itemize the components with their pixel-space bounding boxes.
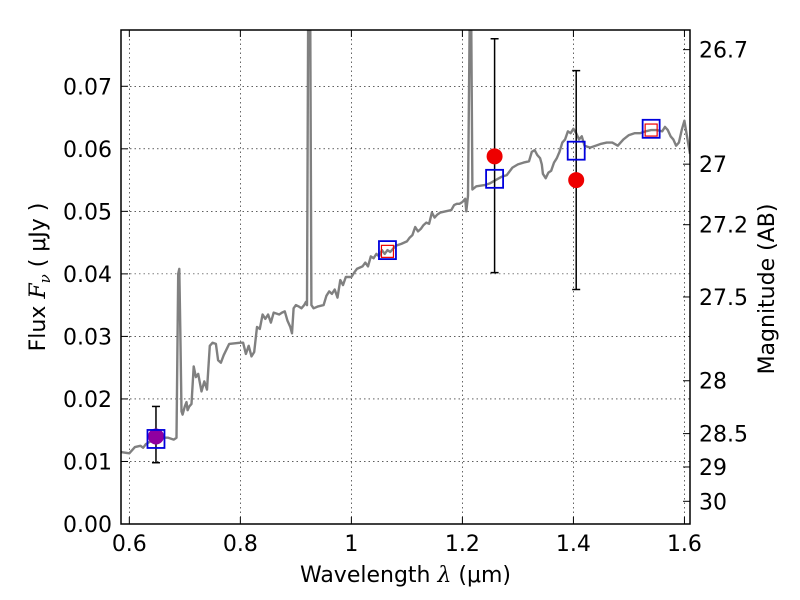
y-tick-label: 0.02 bbox=[63, 388, 112, 413]
model-band-marker-inner bbox=[644, 123, 658, 137]
y-tick-label: 0.04 bbox=[63, 263, 112, 288]
axis-labels: 0.6 0.8 1 1.2 1.4 1.6 0.00 0.01 0.02 0.03 0.04 0.05… bbox=[26, 39, 780, 588]
plot-frame bbox=[120, 29, 691, 525]
observed-flux-point bbox=[568, 172, 585, 189]
y-tick-label: 0.03 bbox=[63, 325, 112, 350]
x-tick-label: 0.8 bbox=[223, 532, 258, 557]
y2-axis-label: Magnitude (AB) bbox=[755, 204, 780, 375]
y-tick-label: 0.01 bbox=[63, 450, 112, 475]
model-spectrum-line bbox=[121, 30, 690, 455]
model-band-marker bbox=[146, 429, 166, 449]
grid-lines bbox=[121, 30, 690, 525]
x-axis-label: Wavelength λ (μm) bbox=[300, 563, 511, 588]
y2-tick-label: 30 bbox=[699, 490, 727, 515]
y2-tick-label: 28 bbox=[699, 370, 727, 395]
y2-tick-label: 27.2 bbox=[699, 214, 748, 239]
model-band-marker bbox=[566, 140, 586, 161]
x-tick-label: 1.6 bbox=[667, 532, 702, 557]
plot-series bbox=[121, 30, 690, 464]
y-tick-label: 0.05 bbox=[63, 200, 112, 225]
model-band-marker-inner bbox=[380, 244, 395, 258]
observed-flux-point bbox=[147, 428, 164, 445]
axis-ticks bbox=[121, 30, 690, 525]
y2-tick-label: 28.5 bbox=[699, 423, 748, 448]
y2-tick-label: 27.5 bbox=[699, 286, 748, 311]
y2-tick-label: 27 bbox=[699, 153, 727, 178]
y-tick-label: 0.06 bbox=[63, 138, 112, 163]
x-tick-label: 1.4 bbox=[556, 532, 591, 557]
y-tick-label: 0.07 bbox=[63, 75, 112, 100]
y-tick-label: 0.00 bbox=[63, 513, 112, 538]
y-axis-label: Flux Fν ( μJy ) bbox=[26, 203, 54, 352]
x-tick-label: 1 bbox=[344, 532, 358, 557]
x-tick-label: 0.6 bbox=[112, 532, 147, 557]
y2-tick-label: 26.7 bbox=[699, 39, 748, 64]
model-band-marker bbox=[378, 240, 397, 261]
model-band-marker bbox=[641, 118, 661, 139]
x-tick-label: 1.2 bbox=[445, 532, 480, 557]
observed-flux-point bbox=[486, 148, 503, 165]
y2-tick-label: 29 bbox=[699, 456, 727, 481]
model-band-marker bbox=[485, 168, 504, 189]
